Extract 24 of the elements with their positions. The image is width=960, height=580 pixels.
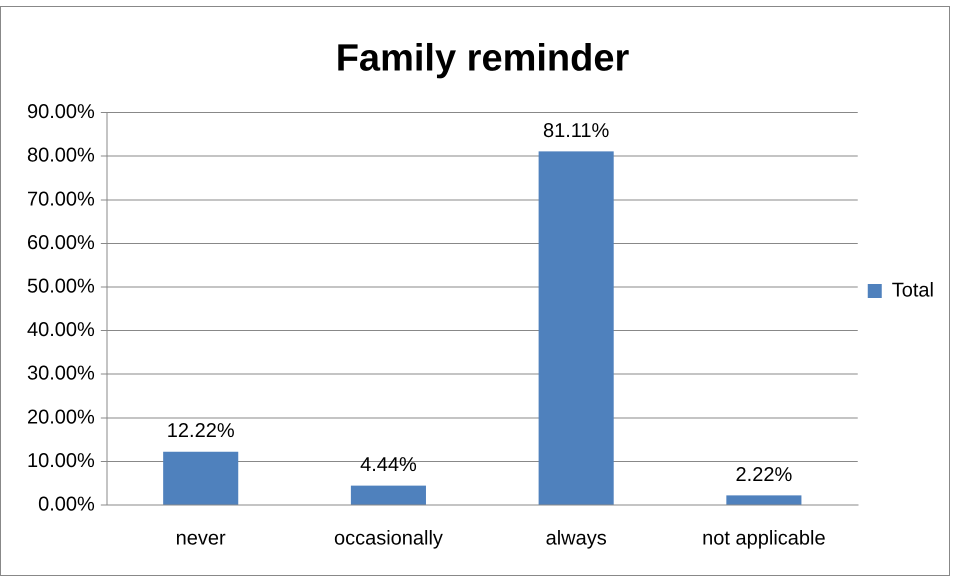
legend-label: Total [892,280,934,302]
data-label: 4.44% [360,454,417,476]
y-tick-label: 70.00% [26,188,96,210]
bar [163,452,238,504]
chart-title: Family reminder [336,37,630,80]
y-tick-label: 80.00% [26,144,96,167]
bar [350,486,426,504]
x-tick-label: always [546,528,607,550]
data-label: 81.11% [542,120,610,142]
y-tick-label: 50.00% [26,276,96,298]
y-tick-label: 60.00% [26,232,96,254]
x-tick-label: not applicable [702,528,826,550]
y-tick-label: 10.00% [26,450,96,472]
data-label: 12.22% [166,420,235,442]
y-tick-label: 0.00% [38,494,96,516]
bar [726,495,802,504]
x-tick-label: occasionally [334,528,443,550]
y-tick-label: 30.00% [26,362,96,385]
y-tick-label: 40.00% [26,319,96,342]
y-tick-label: 20.00% [26,406,96,428]
y-tick-label: 90.00% [26,101,96,124]
bar [538,151,614,504]
x-tick-label: never [176,528,226,550]
data-label: 2.22% [736,464,792,486]
